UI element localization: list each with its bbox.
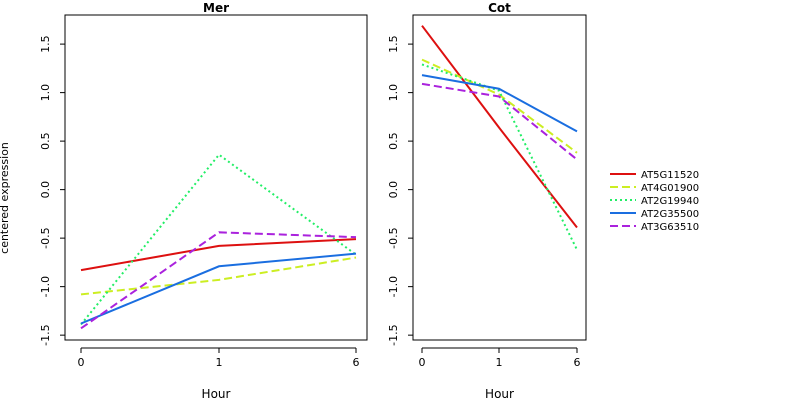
y-axis-label: centered expression [0, 142, 11, 254]
y-tick-label: 0.0 [387, 181, 400, 199]
legend-item: AT2G35500 [610, 209, 699, 220]
x-tick-label: 1 [216, 356, 223, 369]
y-tick-label: 0.0 [39, 181, 52, 199]
y-tick-label: -1.5 [387, 324, 400, 345]
legend-item: AT4G01900 [610, 183, 699, 194]
x-tick-label: 1 [496, 356, 503, 369]
chart-panels: Mer -1.5 -1.0 -0.5 0.0 0.5 1.0 1.5 0 1 6 Hour Cot -1.… [39, 1, 587, 400]
legend-label: AT3G63510 [641, 222, 699, 233]
series-line-at2g35500 [421, 74, 578, 133]
panel-title: Cot [488, 1, 511, 15]
series-line-at3g63510 [421, 82, 578, 161]
plot-frame [412, 14, 587, 341]
y-tick-label: 0.5 [387, 132, 400, 150]
panel-mer: Mer -1.5 -1.0 -0.5 0.0 0.5 1.0 1.5 0 1 6 Hour [39, 1, 368, 400]
legend: AT5G11520 AT4G01900 AT2G19940 AT2G35500 AT3G… [610, 170, 699, 233]
legend-item: AT2G19940 [610, 196, 699, 207]
series-line-at2g19940 [421, 63, 578, 251]
y-tick-label: -0.5 [387, 227, 400, 248]
series-line-at5g11520 [80, 238, 357, 272]
panel-cot: Cot -1.5 -1.0 -0.5 0.0 0.5 1.0 1.5 0 1 6 Hour [387, 1, 587, 400]
x-tick-label: 0 [78, 356, 85, 369]
legend-label: AT5G11520 [641, 170, 699, 181]
x-tick-label: 0 [419, 356, 426, 369]
y-tick-label: -1.5 [39, 324, 52, 345]
y-tick-label: -0.5 [39, 227, 52, 248]
x-tick-label: 6 [574, 356, 581, 369]
series-line-at3g63510 [80, 231, 357, 330]
panel-title: Mer [203, 1, 229, 15]
legend-item: AT3G63510 [610, 222, 699, 233]
y-tick-label: 1.5 [387, 35, 400, 53]
legend-label: AT2G35500 [641, 209, 699, 220]
legend-item: AT5G11520 [610, 170, 699, 181]
y-tick-label: 1.5 [39, 35, 52, 53]
series-line-at4g01900 [421, 58, 578, 154]
series-line-at4g01900 [80, 256, 357, 296]
series-line-at2g35500 [80, 252, 357, 325]
y-tick-label: 1.0 [39, 84, 52, 102]
legend-label: AT4G01900 [641, 183, 699, 194]
y-tick-label: 0.5 [39, 132, 52, 150]
x-axis-label: Hour [202, 387, 231, 400]
y-tick-label: -1.0 [39, 276, 52, 297]
series-line-at2g19940 [80, 153, 357, 326]
x-tick-label: 6 [353, 356, 360, 369]
y-tick-label: 1.0 [387, 84, 400, 102]
series-line-at5g11520 [421, 25, 578, 229]
legend-label: AT2G19940 [641, 196, 699, 207]
x-axis-label: Hour [485, 387, 514, 400]
y-tick-label: -1.0 [387, 276, 400, 297]
plot-frame [64, 14, 368, 341]
